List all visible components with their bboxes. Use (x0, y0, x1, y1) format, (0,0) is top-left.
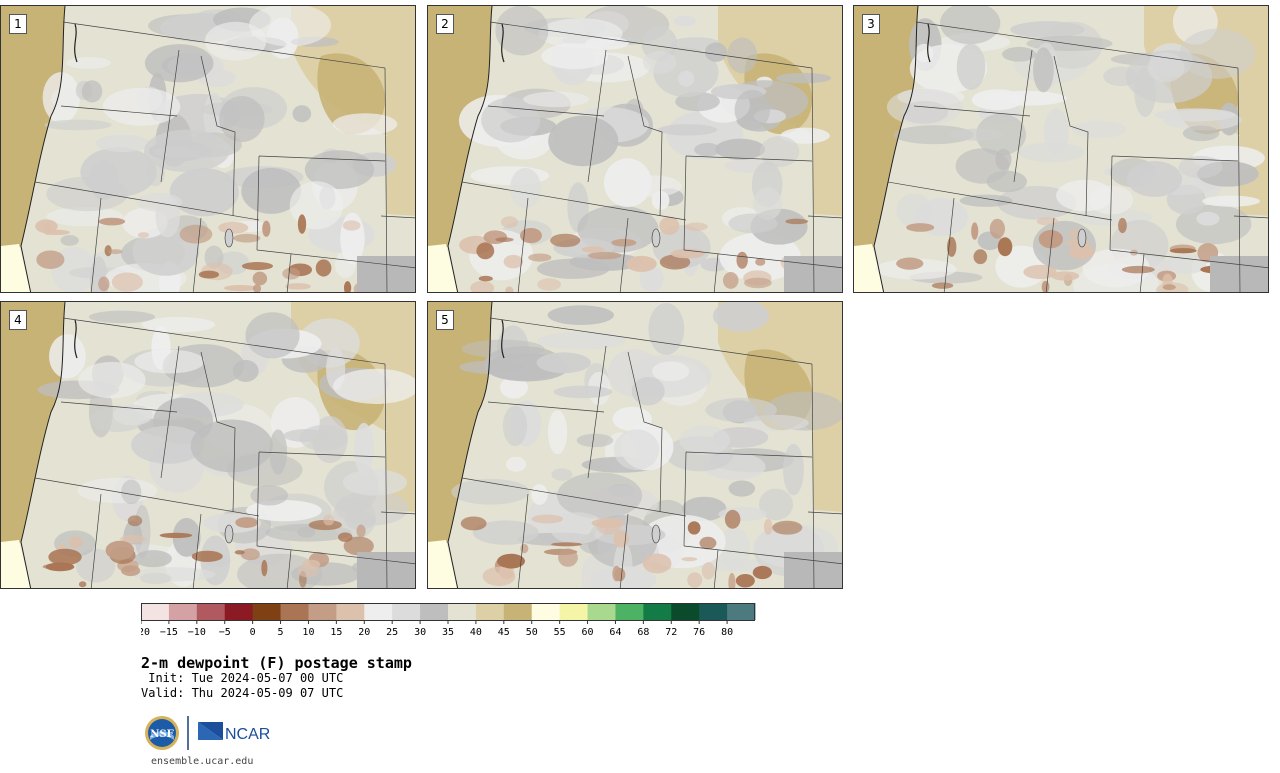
colorbar-tick-label: 0 (250, 627, 256, 638)
logos: NSF NCAR (145, 714, 275, 752)
colorbar-swatch (531, 603, 561, 620)
colorbar-swatch (364, 603, 393, 620)
colorbar-tick-label: 50 (526, 627, 538, 638)
nsf-text: NSF (150, 729, 173, 740)
colorbar-swatch (615, 603, 644, 620)
colorbar-tick-label: 45 (498, 627, 510, 638)
colorbar-swatch (559, 603, 589, 620)
colorbar-tick-label: 76 (693, 627, 705, 638)
colorbar-swatch (280, 603, 309, 620)
colorbar-tick-label: 30 (414, 627, 426, 638)
colorbar-swatch (224, 603, 254, 620)
colorbar-swatch (475, 603, 505, 620)
colorbar-tick-label: 35 (442, 627, 454, 638)
colorbar-swatch (448, 603, 477, 620)
dewpoint-map (428, 302, 842, 588)
init-time: Init: Tue 2024-05-07 00 UTC (141, 671, 344, 685)
dewpoint-map (854, 6, 1268, 292)
colorbar-swatch (671, 603, 700, 620)
colorbar-swatch (727, 603, 756, 620)
colorbar-tick-label: 10 (302, 627, 314, 638)
colorbar-tick-label: −15 (160, 627, 178, 638)
panel-number: 4 (9, 310, 27, 330)
map-panel-2: 2 (427, 5, 843, 293)
colorbar-tick-label: 72 (665, 627, 677, 638)
colorbar-tick-label: 15 (330, 627, 342, 638)
colorbar-swatch (196, 603, 226, 620)
colorbar-tick-label: 80 (721, 627, 733, 638)
colorbar-swatch (392, 603, 421, 620)
colorbar-swatch (168, 603, 198, 620)
colorbar-tick-label: −5 (219, 627, 231, 638)
colorbar-tick-label: 68 (637, 627, 649, 638)
colorbar-tick-label: 20 (358, 627, 370, 638)
colorbar-tick-label: 55 (554, 627, 566, 638)
ncar-logo: NCAR (198, 722, 270, 743)
colorbar-tick-label: −20 (141, 627, 150, 638)
dewpoint-map (1, 6, 415, 292)
colorbar-tick-label: 5 (278, 627, 284, 638)
colorbar-swatch (643, 603, 672, 620)
chart-title: 2-m dewpoint (F) postage stamp (141, 654, 412, 672)
colorbar-tick-label: 40 (470, 627, 482, 638)
panel-number: 2 (436, 14, 454, 34)
colorbar-swatch (308, 603, 337, 620)
colorbar-tick-label: 64 (609, 627, 621, 638)
colorbar-swatch (141, 603, 170, 620)
valid-time: Valid: Thu 2024-05-09 07 UTC (141, 686, 344, 700)
panel-number: 5 (436, 310, 454, 330)
site-url: ensemble.ucar.edu (151, 756, 254, 767)
panel-number: 1 (9, 14, 27, 34)
colorbar-legend: −20 −15 −10 −5 0 5 10 15 20 25 30 35 40 45 50 55 60 64 68 7… (141, 603, 756, 638)
panel-number: 3 (862, 14, 880, 34)
colorbar-swatch (336, 603, 365, 620)
map-panel-1: 1 (0, 5, 416, 293)
nsf-logo: NSF (145, 716, 179, 750)
map-panel-4: 4 (0, 301, 416, 589)
ncar-text: NCAR (225, 726, 270, 743)
map-panel-5: 5 (427, 301, 843, 589)
colorbar-tick-label: −10 (188, 627, 206, 638)
colorbar-swatch (587, 603, 616, 620)
colorbar-swatch (420, 603, 449, 620)
colorbar-tick-label: 25 (386, 627, 398, 638)
colorbar-swatch (252, 603, 282, 620)
dewpoint-map (1, 302, 415, 588)
colorbar-swatch (699, 603, 728, 620)
dewpoint-map (428, 6, 842, 292)
colorbar-swatch (503, 603, 533, 620)
colorbar-tick-label: 60 (582, 627, 594, 638)
map-panel-3: 3 (853, 5, 1269, 293)
